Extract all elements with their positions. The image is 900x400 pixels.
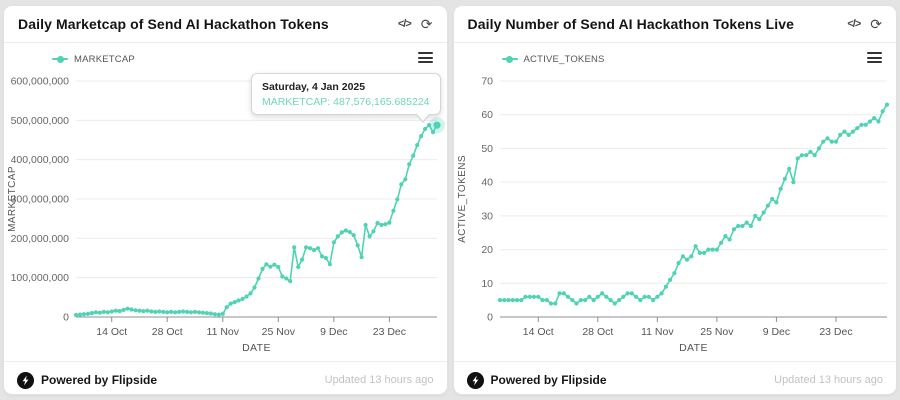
series-marker-icon [501,55,518,63]
svg-text:300,000,000: 300,000,000 [11,194,70,206]
powered-by-flipside-link[interactable]: Powered by Flipside [466,371,607,389]
svg-text:11 Nov: 11 Nov [207,326,240,338]
chart-menu-icon[interactable] [417,50,433,68]
svg-text:200,000,000: 200,000,000 [11,233,70,245]
active-tokens-panel-footer: Powered by Flipside Updated 13 hours ago [453,361,896,394]
active-tokens-panel-header: Daily Number of Send AI Hackathon Tokens… [453,6,896,43]
svg-text:ACTIVE_TOKENS: ACTIVE_TOKENS [457,155,468,243]
svg-text:20: 20 [481,244,493,256]
active-tokens-chart-area: ACTIVE_TOKENS 0 10 20 30 40 50 60 70 14 Oct 28 Oc… [454,43,897,361]
updated-label: Updated 13 hours ago [324,374,434,386]
marketcap-panel-header: Daily Marketcap of Send AI Hackathon Tok… [4,6,447,43]
active-tokens-chart[interactable]: 0 10 20 30 40 50 60 70 14 Oct 28 Oct 11 Nov 25 Nov 9… [454,69,897,361]
svg-text:23 Dec: 23 Dec [819,326,852,338]
svg-text:70: 70 [481,76,493,88]
svg-text:400,000,000: 400,000,000 [11,154,70,166]
svg-text:60: 60 [481,109,493,121]
svg-text:25 Nov: 25 Nov [262,326,296,338]
tooltip-value: MARKETCAP: 487,576,165.685224 [261,96,430,108]
powered-by-label: Powered by Flipside [490,373,607,387]
embed-code-icon[interactable]: </> [847,17,861,30]
flipside-logo-icon [17,371,34,389]
marketcap-chart-area: MARKETCAP 0 100,000,000 200,000,000 300,000… [4,43,447,361]
svg-text:100,000,000: 100,000,000 [11,272,70,284]
tooltip-date: Saturday, 4 Jan 2025 [261,81,366,93]
embed-code-icon[interactable]: </> [397,17,412,30]
powered-by-label: Powered by Flipside [41,373,158,387]
svg-text:DATE: DATE [242,342,271,354]
flipside-logo-icon [466,371,484,389]
svg-text:MARKETCAP: MARKETCAP [7,166,18,232]
panel-title: Daily Number of Send AI Hackathon Tokens… [467,16,795,32]
svg-text:25 Nov: 25 Nov [700,326,734,338]
refresh-icon[interactable]: ⟳ [420,16,433,32]
legend-item-active-tokens[interactable]: ACTIVE_TOKENS [501,53,605,65]
svg-text:28 Oct: 28 Oct [582,326,613,338]
panel-title: Daily Marketcap of Send AI Hackathon Tok… [18,16,329,32]
svg-text:28 Oct: 28 Oct [152,326,183,338]
svg-text:11 Nov: 11 Nov [641,326,674,338]
refresh-icon[interactable]: ⟳ [870,16,882,32]
svg-text:DATE: DATE [679,342,708,354]
marketcap-chart[interactable]: 0 100,000,000 200,000,000 300,000,000 400,00… [4,69,447,361]
svg-text:10: 10 [481,278,493,290]
svg-text:50: 50 [481,143,493,155]
marketcap-panel: Daily Marketcap of Send AI Hackathon Tok… [3,5,448,395]
svg-text:14 Oct: 14 Oct [522,326,553,338]
active-tokens-panel: Daily Number of Send AI Hackathon Tokens… [452,5,897,395]
legend-item-marketcap[interactable]: MARKETCAP [52,54,135,65]
svg-text:9 Dec: 9 Dec [762,326,789,338]
updated-label: Updated 13 hours ago [774,374,883,386]
chart-tooltip: Saturday, 4 Jan 2025 MARKETCAP: 487,576,… [250,73,441,123]
svg-text:0: 0 [63,312,69,324]
svg-text:600,000,000: 600,000,000 [11,76,70,88]
legend-label: ACTIVE_TOKENS [523,53,605,65]
chart-menu-icon[interactable] [867,50,882,68]
legend-label: MARKETCAP [74,53,135,65]
svg-text:40: 40 [481,177,493,189]
powered-by-flipside-link[interactable]: Powered by Flipside [17,371,158,389]
svg-text:14 Oct: 14 Oct [96,326,127,338]
series-marker-icon [52,55,68,63]
svg-text:500,000,000: 500,000,000 [11,115,70,127]
svg-text:9 Dec: 9 Dec [320,326,347,338]
svg-text:23 Dec: 23 Dec [373,326,406,338]
svg-text:30: 30 [481,210,493,222]
marketcap-panel-footer: Powered by Flipside Updated 13 hours ago [4,361,447,394]
svg-text:0: 0 [487,312,493,324]
